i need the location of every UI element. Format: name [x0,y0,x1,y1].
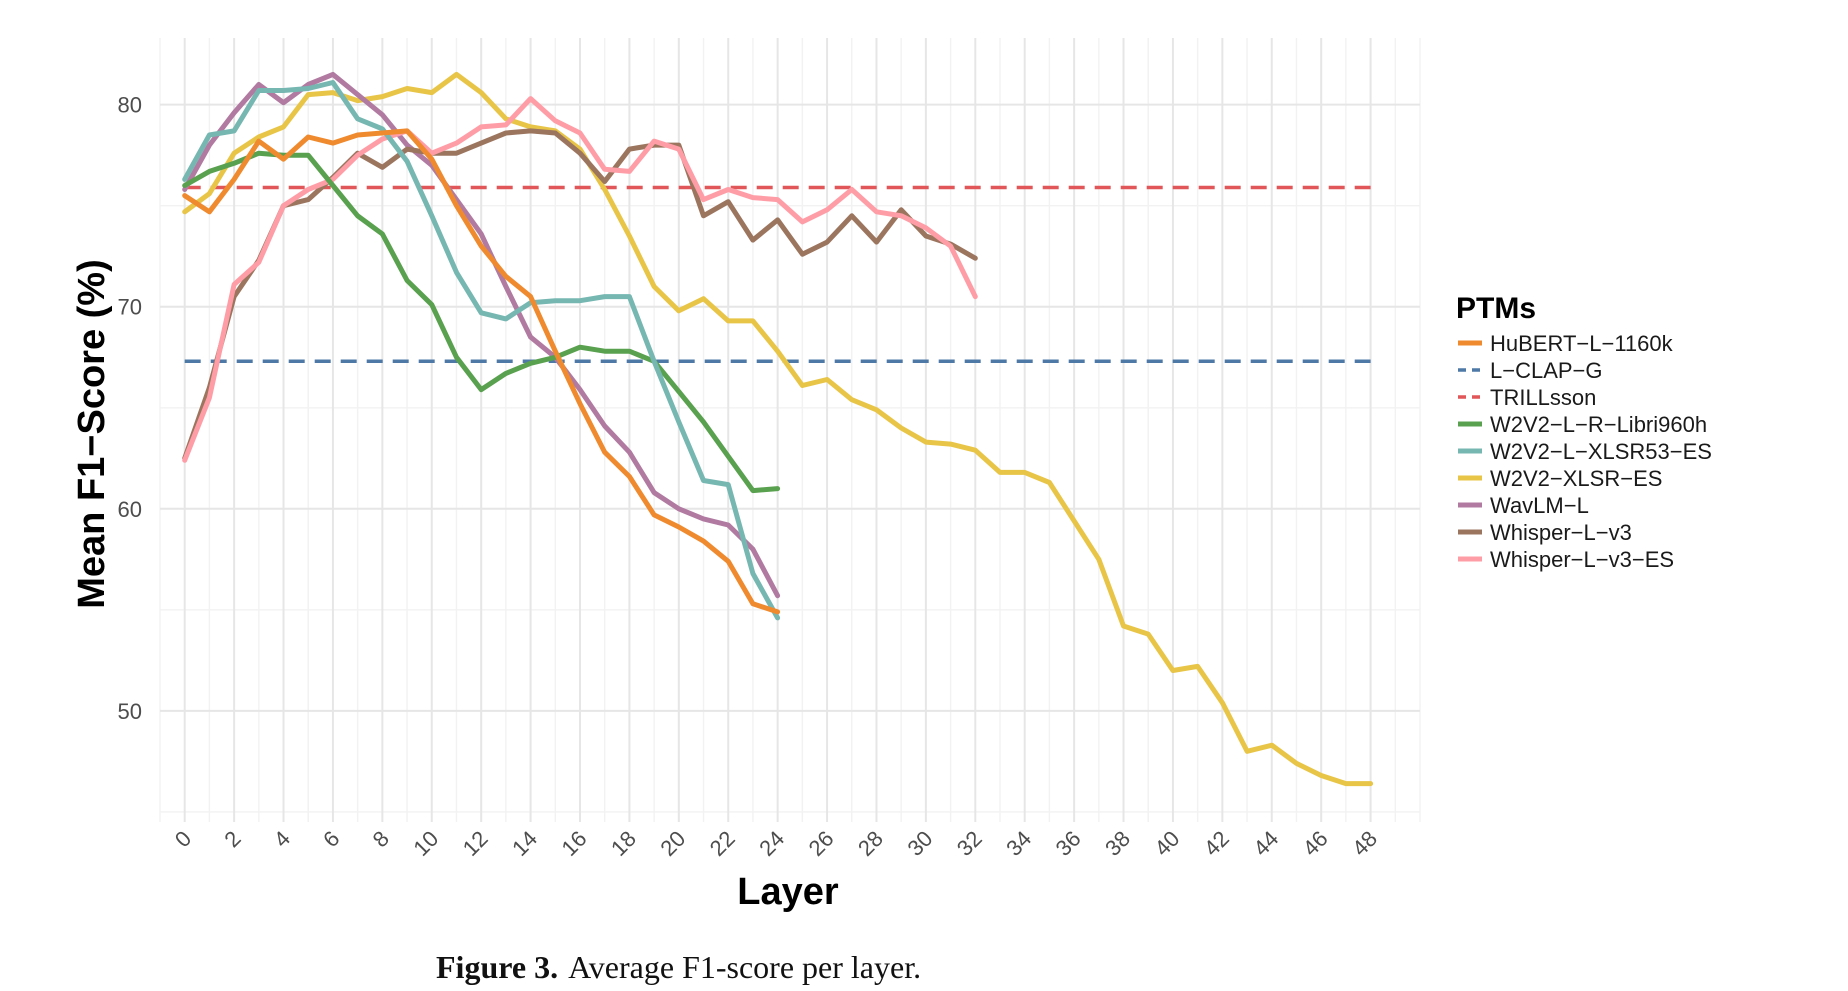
figure-caption: Figure 3. Average F1-score per layer. [436,951,921,983]
legend-label: TRILLsson [1490,385,1596,410]
x-tick-label: 48 [1347,826,1382,861]
x-tick-label: 42 [1199,826,1234,861]
x-tick-label: 6 [318,826,344,852]
series-line-5 [182,71,1374,787]
x-tick-label: 4 [269,826,295,852]
x-tick-label: 20 [655,826,690,861]
caption-label: Figure 3. [436,949,559,985]
legend: HuBERT−L−1160kL−CLAP−GTRILLssonW2V2−L−R−… [1458,331,1712,572]
y-tick-label: 60 [118,497,142,522]
x-tick-label: 16 [557,826,592,861]
x-tick-label: 10 [408,826,443,861]
minor-gridlines [159,38,1421,822]
legend-label: HuBERT−L−1160k [1490,331,1674,356]
x-tick-label: 34 [1001,826,1036,861]
x-tick-label: 2 [219,826,245,852]
y-tick-label: 80 [118,93,142,118]
legend-label: W2V2−L−XLSR53−ES [1490,439,1712,464]
x-tick-label: 8 [368,826,394,852]
legend-label: W2V2−XLSR−ES [1490,466,1662,491]
x-tick-label: 46 [1298,826,1333,861]
series-line-7 [182,128,978,461]
x-tick-label: 14 [507,826,542,861]
series-line-3 [182,150,781,494]
x-axis-title: Layer [737,871,839,913]
y-tick-label: 70 [118,295,142,320]
legend-label: Whisper−L−v3−ES [1490,547,1674,572]
series-line-0 [182,128,781,615]
x-tick-label: 0 [170,826,196,852]
x-tick-label: 40 [1149,826,1184,861]
x-tick-label: 22 [705,826,740,861]
major-gridlines [160,38,1420,822]
legend-label: L−CLAP−G [1490,358,1603,383]
x-tick-label: 28 [853,826,888,861]
x-tick-label: 36 [1051,826,1086,861]
x-tick-label: 24 [754,826,789,861]
legend-label: WavLM−L [1490,493,1589,518]
y-axis-ticks: 50 60 70 80 [118,93,142,724]
x-tick-label: 38 [1100,826,1135,861]
legend-title: PTMs [1456,292,1536,325]
x-tick-label: 30 [902,826,937,861]
legend-label: W2V2−L−R−Libri960h [1490,412,1707,437]
legend-label: Whisper−L−v3 [1490,520,1632,545]
x-tick-label: 12 [458,826,493,861]
series-line-8 [182,96,978,463]
x-tick-label: 32 [952,826,987,861]
x-tick-label: 26 [804,826,839,861]
caption-text: Average F1-score per layer. [568,949,922,985]
y-tick-label: 50 [118,699,142,724]
x-tick-label: 18 [606,826,641,861]
x-axis-ticks: 0 2 4 6 8 10 12 14 16 18 20 22 24 26 28 30 32 34 36 38 40 42 4… [170,826,1382,861]
y-axis-title: Mean F1−Score (%) [71,259,113,609]
series-layer [182,71,1374,787]
series-line-4 [182,80,781,621]
series-line-6 [182,71,781,599]
x-tick-label: 44 [1248,826,1283,861]
